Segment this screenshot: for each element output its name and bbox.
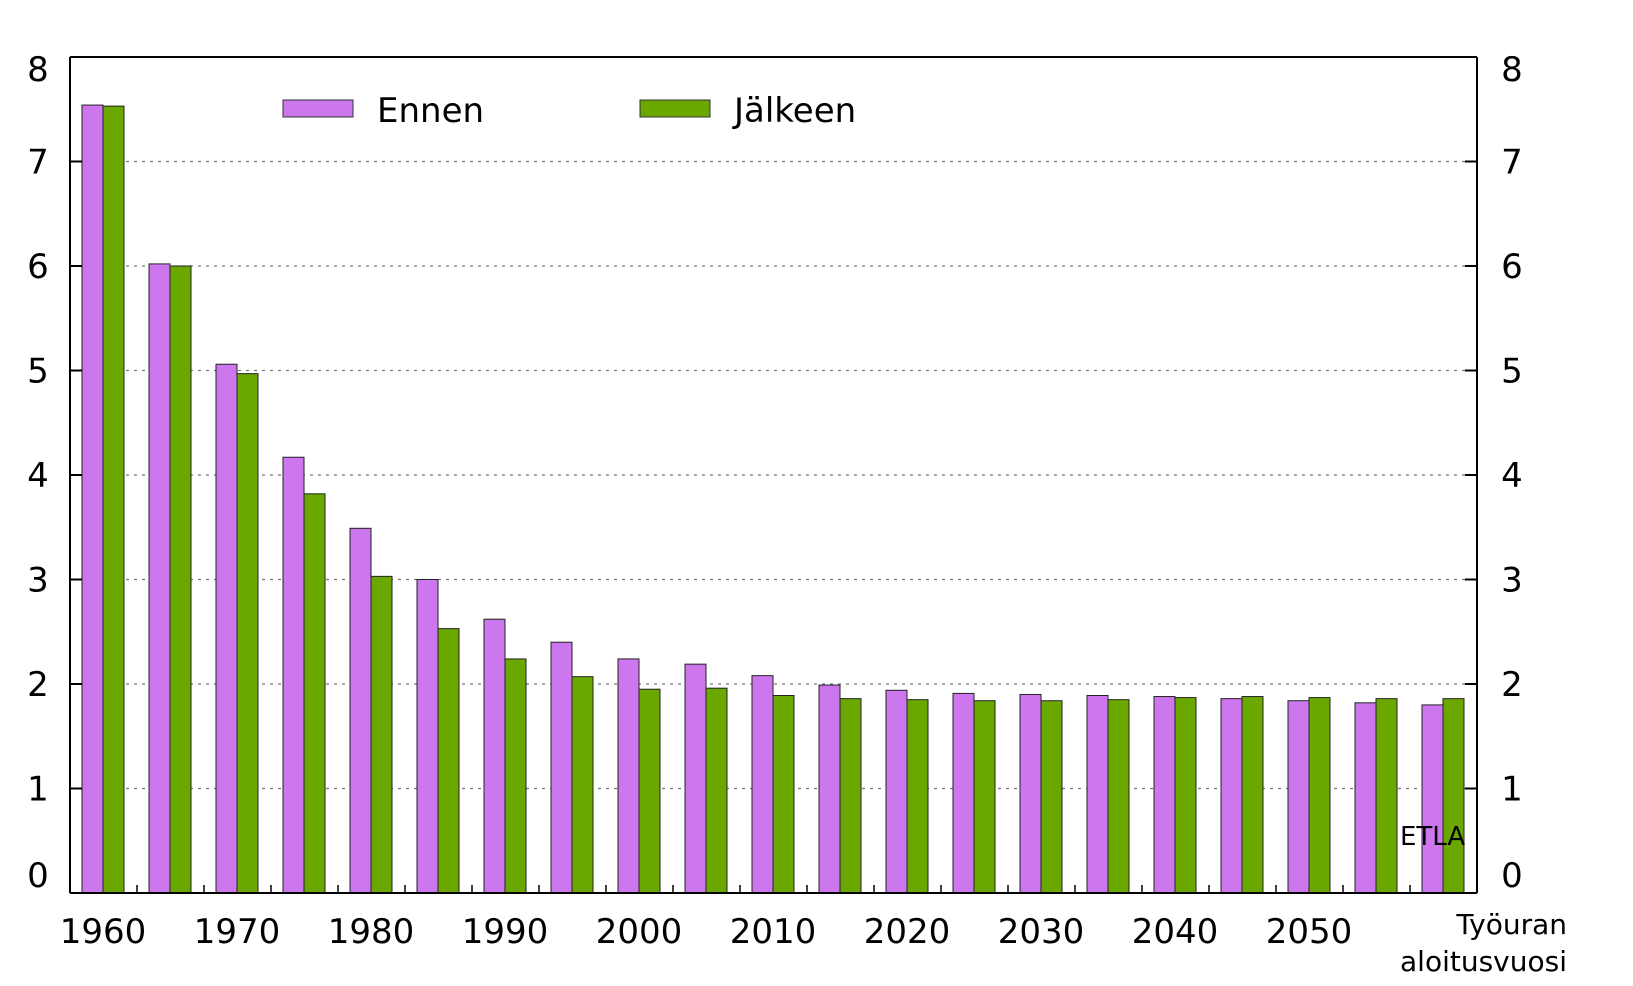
bar-jalkeen-1965 bbox=[169, 265, 192, 894]
x-tick-label: 1960 bbox=[60, 912, 147, 952]
bar-jalkeen-2035 bbox=[1107, 699, 1130, 894]
y-tick-label-right: 2 bbox=[1501, 665, 1523, 705]
bars bbox=[81, 104, 1465, 894]
bar-jalkeen-2025 bbox=[973, 700, 996, 894]
legend-label-jalkeen: Jälkeen bbox=[732, 91, 856, 131]
y-tick-label-right: 5 bbox=[1501, 352, 1523, 392]
bar-jalkeen-2030 bbox=[1040, 700, 1063, 894]
y-tick-label-right: 8 bbox=[1501, 50, 1523, 90]
y-tick-label-right: 1 bbox=[1501, 770, 1523, 810]
bar-ennen-2045 bbox=[1220, 698, 1243, 894]
y-tick-label-right: 3 bbox=[1501, 561, 1523, 601]
bar-ennen-2040 bbox=[1153, 696, 1176, 894]
bar-ennen-2020 bbox=[885, 689, 908, 894]
bar-jalkeen-2005 bbox=[705, 687, 728, 894]
bar-jalkeen-2060 bbox=[1442, 698, 1465, 894]
x-tick-label: 2020 bbox=[864, 912, 951, 952]
y-tick-label-left: 0 bbox=[27, 856, 49, 896]
bar-jalkeen-1995 bbox=[571, 676, 594, 894]
annotation-etla: ETLA bbox=[1400, 822, 1465, 852]
x-tick-label: 2040 bbox=[1132, 912, 1219, 952]
bar-ennen-2000 bbox=[617, 658, 640, 894]
bar-jalkeen-2015 bbox=[839, 698, 862, 894]
bar-ennen-2030 bbox=[1019, 693, 1042, 894]
bar-ennen-2005 bbox=[684, 663, 707, 894]
bar-jalkeen-1960 bbox=[102, 105, 125, 894]
y-axis-right: 0 1 2 3 4 5 6 7 8 bbox=[1465, 50, 1523, 896]
x-axis: 1960 1970 1980 1990 2000 2010 2020 2030 2040 2050 bbox=[60, 885, 1411, 952]
legend-swatch-jalkeen bbox=[639, 99, 711, 118]
y-tick-label-left: 4 bbox=[27, 456, 49, 496]
bar-ennen-1985 bbox=[416, 579, 439, 894]
bar-ennen-2055 bbox=[1354, 702, 1377, 894]
y-tick-label-left: 5 bbox=[27, 352, 49, 392]
legend: Ennen Jälkeen bbox=[282, 91, 856, 131]
y-axis-left: 0 1 2 3 4 5 6 7 8 bbox=[27, 50, 82, 896]
bar-jalkeen-1975 bbox=[303, 493, 326, 894]
legend-label-ennen: Ennen bbox=[377, 91, 484, 131]
x-tick-label: 2010 bbox=[730, 912, 817, 952]
x-tick-label: 1990 bbox=[462, 912, 549, 952]
legend-swatch-ennen bbox=[282, 99, 354, 118]
bar-ennen-1995 bbox=[550, 641, 573, 894]
x-tick-label: 1980 bbox=[328, 912, 415, 952]
bar-jalkeen-2000 bbox=[638, 688, 661, 894]
bar-ennen-2015 bbox=[818, 684, 841, 894]
bar-ennen-1965 bbox=[148, 263, 171, 894]
bar-jalkeen-2010 bbox=[772, 694, 795, 894]
y-tick-label-left: 8 bbox=[27, 50, 49, 90]
bar-jalkeen-1970 bbox=[236, 373, 259, 894]
bar-jalkeen-2040 bbox=[1174, 697, 1197, 894]
bar-ennen-2025 bbox=[952, 692, 975, 894]
bar-jalkeen-2050 bbox=[1308, 697, 1331, 894]
bar-ennen-1980 bbox=[349, 527, 372, 894]
y-tick-label-left: 7 bbox=[27, 143, 49, 183]
bar-ennen-2035 bbox=[1086, 694, 1109, 894]
bar-ennen-2050 bbox=[1287, 700, 1310, 894]
bar-jalkeen-2045 bbox=[1241, 696, 1264, 894]
bar-jalkeen-1985 bbox=[437, 628, 460, 894]
x-tick-label: 1970 bbox=[194, 912, 281, 952]
bar-ennen-1990 bbox=[483, 618, 506, 894]
x-tick-label: 2030 bbox=[998, 912, 1085, 952]
y-tick-label-left: 2 bbox=[27, 665, 49, 705]
y-tick-label-right: 6 bbox=[1501, 247, 1523, 287]
y-tick-label-left: 6 bbox=[27, 247, 49, 287]
bar-ennen-1960 bbox=[81, 104, 104, 894]
y-tick-label-right: 4 bbox=[1501, 456, 1523, 496]
bar-ennen-2060 bbox=[1421, 704, 1444, 894]
x-tick-label: 2050 bbox=[1266, 912, 1353, 952]
bar-jalkeen-1990 bbox=[504, 658, 527, 894]
x-axis-label-line-2: aloitusvuosi bbox=[1400, 945, 1567, 978]
bar-ennen-2010 bbox=[751, 675, 774, 894]
bar-jalkeen-1980 bbox=[370, 575, 393, 894]
bar-ennen-1975 bbox=[282, 456, 305, 894]
bar-ennen-1970 bbox=[215, 363, 238, 894]
y-tick-label-right: 0 bbox=[1501, 856, 1523, 896]
axes bbox=[69, 56, 1478, 894]
y-tick-label-left: 3 bbox=[27, 561, 49, 601]
x-tick-label: 2000 bbox=[596, 912, 683, 952]
x-axis-label-line-1: Työuran bbox=[1455, 908, 1567, 941]
y-tick-label-right: 7 bbox=[1501, 143, 1523, 183]
bar-jalkeen-2055 bbox=[1375, 698, 1398, 894]
bar-jalkeen-2020 bbox=[906, 699, 929, 894]
y-tick-label-left: 1 bbox=[27, 770, 49, 810]
